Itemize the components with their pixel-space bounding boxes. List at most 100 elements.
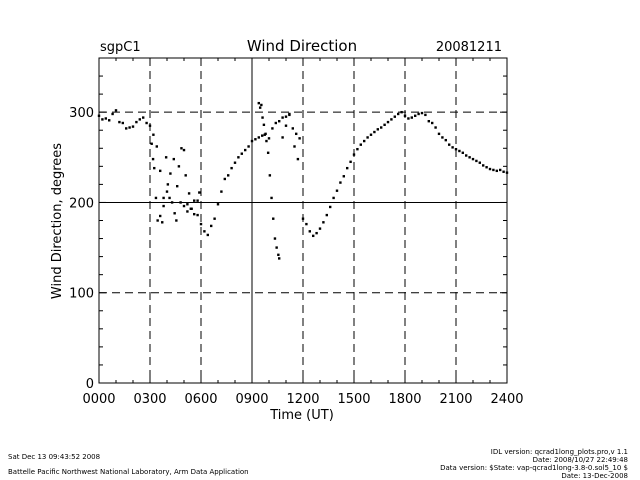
data-point bbox=[267, 137, 271, 140]
x-tick-label: 0600 bbox=[184, 392, 217, 407]
data-points bbox=[97, 101, 509, 260]
grid-lines bbox=[99, 58, 507, 383]
data-point bbox=[301, 217, 305, 220]
data-point bbox=[182, 148, 186, 152]
data-point bbox=[180, 147, 183, 150]
data-point bbox=[114, 109, 118, 112]
data-point bbox=[198, 191, 201, 194]
data-point bbox=[454, 147, 458, 151]
data-point bbox=[356, 147, 359, 151]
data-point bbox=[190, 207, 193, 210]
data-point bbox=[263, 133, 266, 136]
data-point bbox=[125, 127, 128, 130]
data-point bbox=[271, 127, 274, 130]
data-point bbox=[434, 126, 437, 129]
data-point bbox=[230, 166, 233, 170]
data-point bbox=[196, 213, 199, 217]
x-tick-label: 1500 bbox=[337, 392, 370, 407]
data-point bbox=[315, 231, 318, 235]
data-point bbox=[237, 156, 240, 159]
data-point bbox=[161, 221, 164, 224]
data-point bbox=[495, 169, 498, 173]
footer-timestamp: Sat Dec 13 09:43:52 2008 bbox=[8, 453, 101, 461]
data-point bbox=[196, 199, 199, 202]
data-point bbox=[468, 156, 471, 159]
data-point bbox=[458, 149, 461, 153]
data-point bbox=[352, 153, 356, 156]
data-point bbox=[332, 196, 335, 200]
data-point bbox=[502, 170, 505, 173]
data-point bbox=[176, 184, 179, 188]
data-point bbox=[451, 146, 454, 149]
data-point bbox=[164, 156, 168, 159]
data-point bbox=[150, 142, 153, 145]
data-point bbox=[142, 116, 145, 119]
data-point bbox=[169, 172, 172, 175]
data-point bbox=[159, 169, 162, 173]
data-point bbox=[203, 230, 206, 233]
data-point bbox=[111, 112, 114, 116]
data-point bbox=[135, 120, 138, 124]
data-point bbox=[478, 161, 481, 164]
y-axis-label: Wind Direction, degrees bbox=[50, 143, 65, 299]
data-point bbox=[305, 222, 308, 226]
data-point bbox=[148, 124, 152, 127]
data-point bbox=[104, 117, 107, 120]
axes bbox=[98, 57, 508, 384]
data-point bbox=[173, 212, 176, 215]
data-point bbox=[165, 190, 169, 193]
data-point bbox=[206, 233, 209, 237]
data-point bbox=[186, 203, 189, 206]
data-point bbox=[227, 174, 230, 177]
data-point bbox=[339, 181, 342, 184]
data-point bbox=[247, 145, 250, 148]
data-point bbox=[308, 230, 311, 233]
data-point bbox=[293, 145, 296, 148]
data-point bbox=[177, 165, 181, 168]
data-point bbox=[257, 136, 260, 139]
x-tick-label: 2100 bbox=[439, 392, 472, 407]
data-point bbox=[101, 118, 104, 121]
data-point bbox=[363, 139, 366, 143]
data-point bbox=[145, 121, 148, 125]
data-point bbox=[152, 133, 155, 136]
data-point bbox=[273, 237, 277, 240]
data-point bbox=[414, 114, 417, 117]
data-point bbox=[277, 253, 280, 257]
x-tick-label: 1800 bbox=[388, 392, 421, 407]
site-label: sgpC1 bbox=[100, 40, 141, 55]
data-point bbox=[383, 123, 386, 127]
data-point bbox=[349, 160, 352, 164]
data-point bbox=[427, 119, 430, 123]
data-point bbox=[366, 136, 369, 139]
data-point bbox=[175, 219, 178, 222]
data-point bbox=[258, 106, 262, 109]
data-point bbox=[220, 190, 223, 193]
data-point bbox=[250, 139, 254, 143]
y-tick-label: 0 bbox=[86, 377, 94, 392]
data-point bbox=[400, 110, 403, 114]
data-point bbox=[257, 101, 260, 105]
data-point bbox=[461, 151, 464, 154]
data-point bbox=[182, 204, 186, 208]
data-point bbox=[420, 111, 424, 115]
data-point bbox=[265, 139, 268, 143]
data-point bbox=[270, 196, 273, 200]
data-point bbox=[193, 199, 196, 202]
footer-data-date: Date: 13-Dec-2008 bbox=[561, 472, 628, 480]
data-point bbox=[260, 103, 263, 107]
footer-data-version: Data version: $State: vap-qcrad1long-3.8… bbox=[440, 464, 628, 472]
data-point bbox=[369, 133, 373, 136]
x-tick-label: 0300 bbox=[133, 392, 166, 407]
data-point bbox=[193, 212, 196, 216]
data-point bbox=[187, 192, 191, 195]
data-point bbox=[278, 257, 281, 260]
data-point bbox=[475, 159, 478, 163]
data-point bbox=[162, 204, 165, 208]
data-point bbox=[156, 219, 159, 222]
data-point bbox=[482, 164, 485, 167]
x-tick-label: 0900 bbox=[235, 392, 268, 407]
data-point bbox=[471, 157, 475, 161]
data-point bbox=[380, 126, 383, 129]
data-point bbox=[318, 227, 322, 230]
